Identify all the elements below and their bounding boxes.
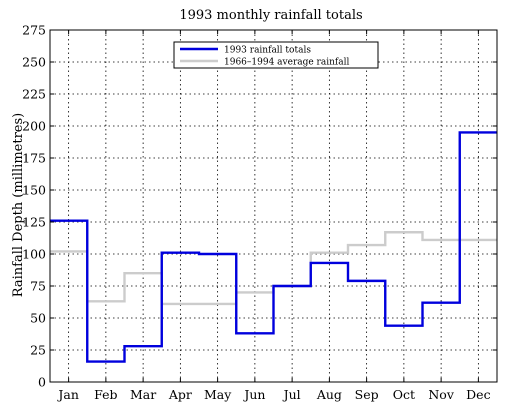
x-tick-label: Dec <box>466 387 490 402</box>
x-tick-label: Sep <box>355 387 379 402</box>
grid <box>50 30 497 382</box>
y-tick-label: 0 <box>38 375 46 390</box>
y-tick-label: 175 <box>22 151 46 166</box>
y-tick-label: 200 <box>22 119 46 134</box>
x-tick-label: Apr <box>168 387 192 402</box>
x-axis-ticks: Jan Feb Mar Apr May Jun Jul Aug Sep Oct Nov Dec <box>56 30 491 402</box>
series <box>50 131 497 363</box>
legend: 1993 rainfall totals 1966–1994 average ra… <box>173 41 379 69</box>
chart-title: 1993 monthly rainfall totals <box>179 8 362 23</box>
y-tick-label: 150 <box>22 183 46 198</box>
plot-frame <box>49 29 498 383</box>
legend-label: 1966–1994 average rainfall <box>224 58 349 68</box>
y-tick-label: 50 <box>30 311 46 326</box>
y-tick-label: 75 <box>30 279 46 294</box>
x-tick-label: Jan <box>56 387 79 402</box>
y-tick-label: 275 <box>22 23 46 38</box>
y-tick-label: 100 <box>22 247 46 262</box>
legend-box <box>173 41 379 69</box>
y-axis-label: Rainfall Depth (millimetres) <box>11 113 26 297</box>
x-tick-label: May <box>204 387 232 402</box>
x-tick-label: Jun <box>242 387 265 402</box>
x-tick-label: Jul <box>282 387 301 402</box>
legend-label: 1993 rainfall totals <box>224 46 311 56</box>
x-tick-label: Aug <box>316 387 342 402</box>
y-tick-label: 25 <box>30 343 46 358</box>
x-tick-label: Oct <box>393 387 415 402</box>
y-tick-label: 225 <box>22 87 46 102</box>
y-axis-ticks: 0 25 50 75 100 125 150 175 200 225 250 275 <box>22 23 497 390</box>
x-tick-label: Feb <box>94 387 117 402</box>
y-tick-label: 250 <box>22 55 46 70</box>
x-tick-label: Nov <box>428 387 454 402</box>
x-tick-label: Mar <box>130 387 156 402</box>
y-tick-label: 125 <box>22 215 46 230</box>
series-line-1 <box>50 131 497 363</box>
